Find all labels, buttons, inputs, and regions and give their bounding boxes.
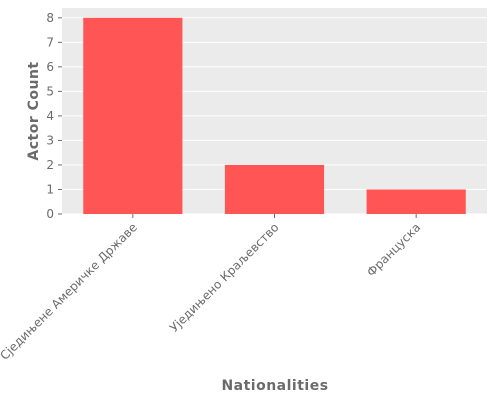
bar [366,189,466,214]
y-tick-label: 0 [46,207,54,221]
y-tick-label: 1 [46,182,54,196]
y-axis-title: Actor Count [26,61,42,160]
x-tick-label: Уједињено Краљевство [167,220,282,335]
y-tick-label: 7 [46,35,54,49]
y-tick-label: 6 [46,60,54,74]
x-tick-label: Француска [364,220,423,279]
bars [83,17,466,214]
y-tick-label: 5 [46,84,54,98]
bar [224,164,325,214]
y-tick-label: 3 [46,133,54,147]
x-tick-label: Сједињене Америчке Државе [0,220,140,363]
x-axis-title: Nationalities [221,378,328,394]
y-tick-label: 4 [46,109,54,123]
y-tick-label: 8 [46,11,54,25]
bar [83,17,183,214]
y-tick-label: 2 [46,158,54,172]
y-axis-ticks: 0 1 2 3 4 5 6 7 8 [46,11,62,221]
x-axis-ticks: Сједињене Америчке Државе Уједињено Краље… [0,214,423,363]
